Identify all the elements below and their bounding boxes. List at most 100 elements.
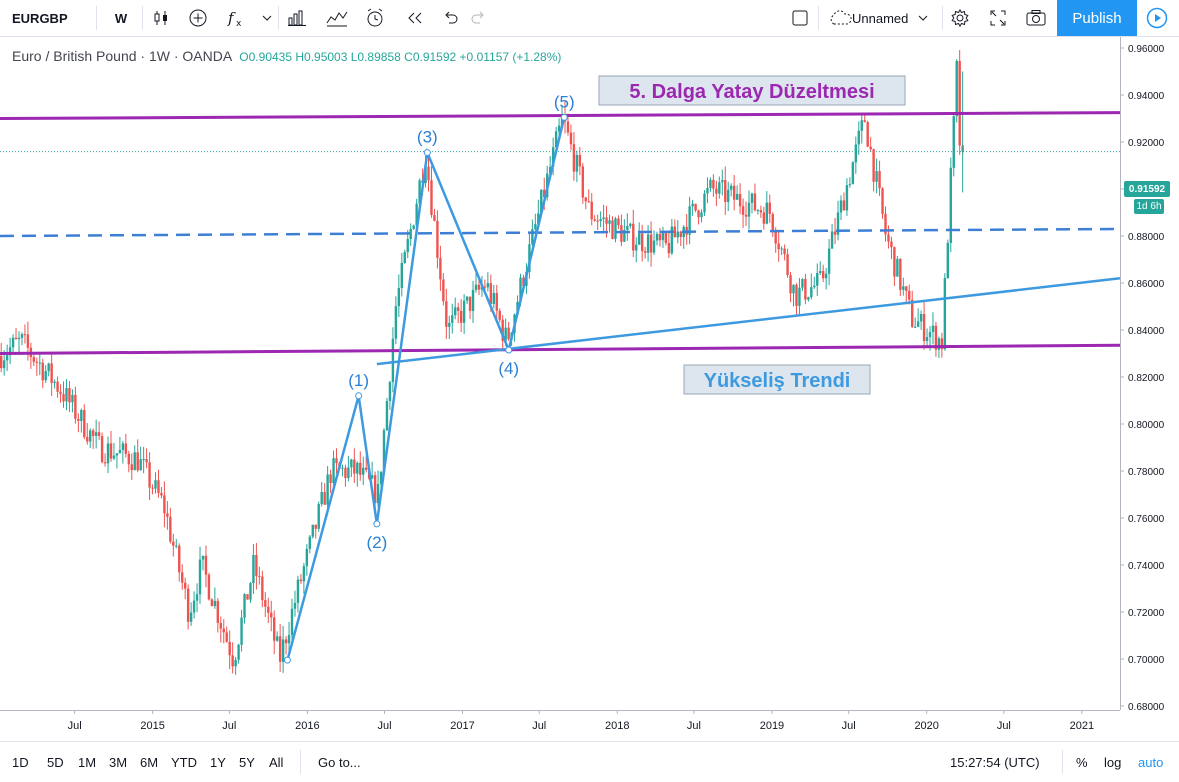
candle-body (813, 285, 816, 288)
candle-body (183, 582, 187, 589)
candle-body (554, 131, 558, 148)
candle-body (738, 193, 742, 207)
annotation-box (683, 364, 871, 395)
candle-body (400, 262, 404, 289)
candle-body (65, 388, 68, 402)
symbol-search-button[interactable]: EURGBP (12, 10, 68, 26)
candle-body (94, 432, 98, 436)
price-tick-label: 0.72000 (1128, 608, 1165, 619)
candle-body (281, 639, 285, 662)
candle-body (91, 430, 95, 436)
fullscreen-expand-icon[interactable] (983, 0, 1013, 36)
range-button-6m[interactable]: 6M (140, 754, 159, 770)
fullscreen-square-icon[interactable] (785, 0, 815, 36)
candle-body (8, 347, 12, 356)
candle-body (658, 233, 662, 241)
toolbar-divider (1062, 750, 1063, 774)
last-price-tag: 0.91592 (1124, 181, 1170, 197)
candle-body (186, 588, 190, 622)
candle-body (946, 242, 950, 279)
trend-line (376, 277, 1121, 366)
candle-body (857, 130, 860, 145)
utc-clock[interactable]: 15:27:54 (UTC) (950, 754, 1040, 770)
annotation-box (598, 75, 906, 106)
candle-body (145, 459, 148, 463)
candle-body (777, 243, 780, 250)
undo-icon[interactable] (436, 0, 466, 36)
candle-body (753, 193, 757, 211)
interval-button[interactable]: W (114, 10, 128, 26)
play-button[interactable] (1139, 0, 1175, 36)
log-scale-toggle[interactable]: log (1104, 754, 1122, 770)
range-button-ytd[interactable]: YTD (171, 754, 197, 770)
candle-body (902, 286, 905, 290)
candle-body (673, 226, 677, 238)
range-button-3m[interactable]: 3M (109, 754, 128, 770)
chart-area[interactable]: (1) (2) (3) (4) (5) 5. Dalga Yatay Düzeltmesi… (0, 37, 1179, 765)
annotation-wave5-correction: 5. Dalga Yatay Düzeltmesi (629, 81, 874, 103)
candle-body (166, 513, 169, 517)
candle-body (629, 223, 632, 227)
candle-body (370, 475, 374, 479)
legend-ohlc: O0.90435 H0.95003 L0.89858 C0.91592 +0.0… (239, 50, 561, 64)
candle-body (807, 297, 810, 300)
candle-body (768, 202, 771, 214)
replay-rewind-icon[interactable] (400, 0, 430, 36)
layout-name-button[interactable]: Unnamed (822, 0, 942, 36)
candle-body (765, 202, 769, 224)
price-tick-label: 0.68000 (1128, 702, 1165, 713)
range-button-all[interactable]: All (269, 754, 284, 770)
candle-body (626, 226, 629, 230)
candle-body (646, 234, 650, 253)
goto-date-button[interactable]: Go to... (318, 754, 361, 770)
candle-body (275, 636, 279, 641)
cloud-save-icon[interactable] (826, 0, 854, 36)
candle-body (133, 452, 136, 471)
alert-clock-icon[interactable] (360, 0, 390, 36)
legend-change: +0.01157 (+1.28%) (459, 50, 562, 64)
candle-body (911, 299, 914, 327)
toolbar-divider (942, 6, 943, 30)
candle-body (899, 258, 902, 290)
candle-body (210, 599, 214, 607)
candle-body (581, 166, 585, 198)
price-chart[interactable]: (1) (2) (3) (4) (5) 5. Dalga Yatay Düzeltmesi… (0, 37, 1179, 741)
range-button-5d[interactable]: 5D (47, 754, 64, 770)
candle-body (356, 462, 359, 474)
candle-body (41, 362, 44, 381)
candle-body (142, 459, 145, 461)
candle-body (848, 184, 852, 186)
candle-body (14, 337, 18, 340)
range-button-1m[interactable]: 1M (78, 754, 97, 770)
add-indicator-plus-icon[interactable] (183, 0, 213, 36)
range-button-5y[interactable]: 5Y (239, 754, 255, 770)
candle-body (0, 355, 3, 369)
candle-body (103, 462, 107, 464)
chevron-down-icon[interactable] (258, 0, 276, 36)
compare-chart-icon[interactable] (322, 0, 352, 36)
settings-gear-icon[interactable] (945, 0, 975, 36)
chart-style-candles-icon[interactable] (146, 0, 176, 36)
candle-body (890, 241, 893, 248)
wave-point (505, 346, 513, 354)
snapshot-camera-icon[interactable] (1021, 0, 1051, 36)
candle-body (35, 361, 39, 363)
candle-body (830, 231, 834, 249)
candle-body (614, 218, 617, 239)
candle-body (540, 189, 543, 214)
candle-body (305, 548, 309, 567)
range-button-1d[interactable]: 1D (12, 754, 29, 770)
publish-button[interactable]: Publish (1057, 0, 1137, 36)
percent-scale-toggle[interactable]: % (1076, 754, 1088, 770)
range-button-1y[interactable]: 1Y (210, 754, 226, 770)
redo-icon[interactable] (463, 0, 493, 36)
candle-body (534, 224, 537, 230)
candle-body (359, 462, 362, 475)
wave-label: (3) (417, 128, 438, 147)
candle-body (231, 655, 234, 667)
financials-bar-icon[interactable] (282, 0, 312, 36)
auto-scale-toggle[interactable]: auto (1138, 754, 1164, 770)
candle-body (47, 363, 50, 372)
